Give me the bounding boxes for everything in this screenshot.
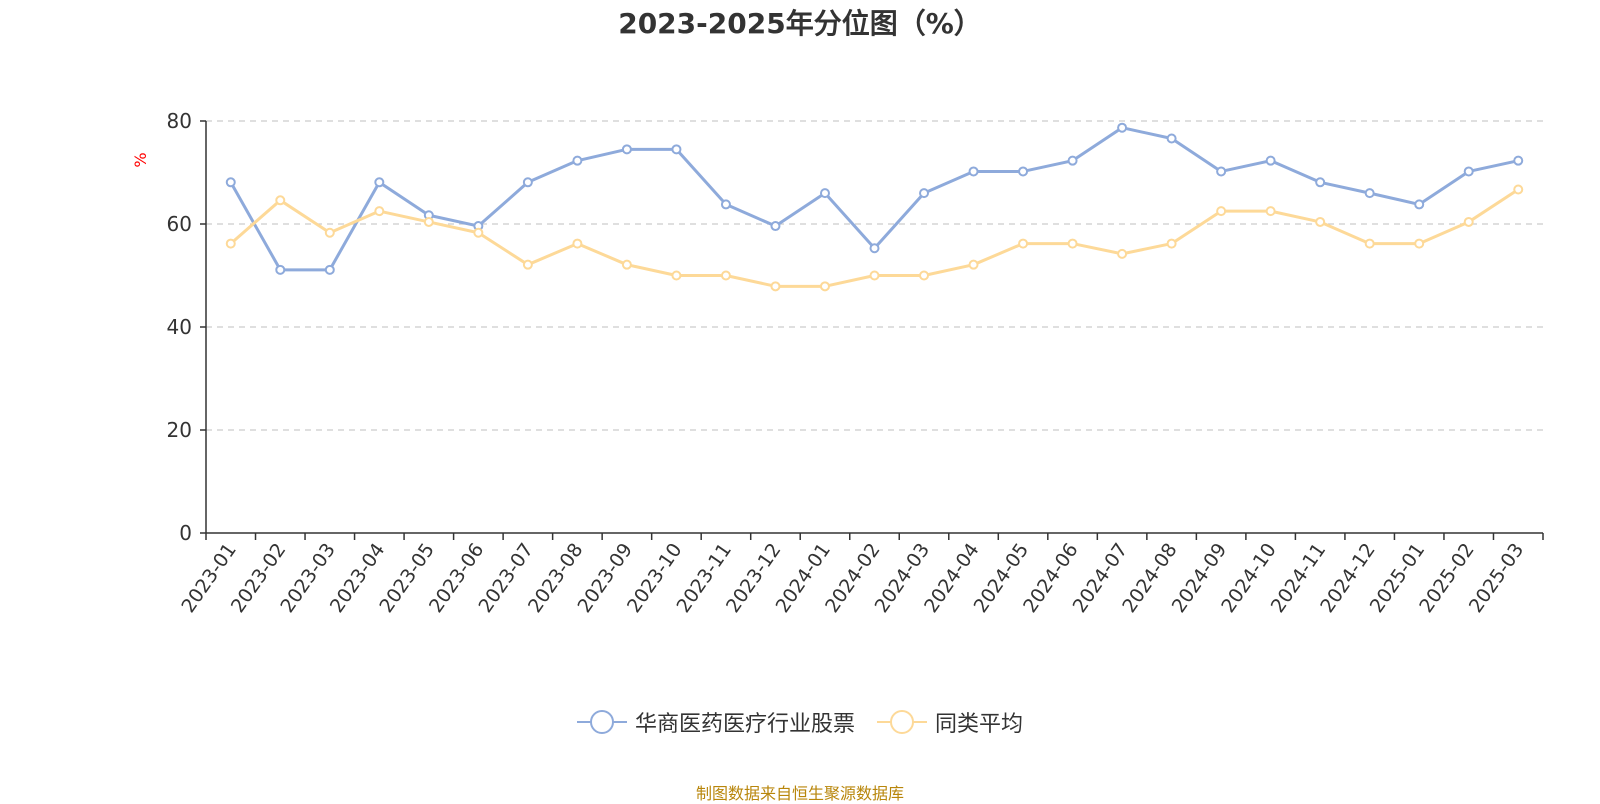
series-2-point[interactable] [623,261,631,269]
series-2-point[interactable] [326,229,334,237]
legend-label-series-1: 华商医药医疗行业股票 [635,706,855,738]
series-2-point[interactable] [1069,240,1077,248]
series-2-point[interactable] [1465,218,1473,226]
series-2-point[interactable] [425,218,433,226]
legend-item-series-1[interactable]: 华商医药医疗行业股票 [577,706,855,738]
series-1-point[interactable] [722,200,730,208]
y-tick-label: 20 [167,418,192,442]
source-note: 制图数据来自恒生聚源数据库 [0,780,1600,804]
series-layer [227,124,1522,291]
series-1-point[interactable] [375,178,383,186]
series-2-point[interactable] [474,229,482,237]
series-2-point[interactable] [524,261,532,269]
series-1-point[interactable] [1069,157,1077,165]
series-2-point[interactable] [920,272,928,280]
series-2-point[interactable] [970,261,978,269]
series-1-point[interactable] [227,178,235,186]
series-1-point[interactable] [1366,189,1374,197]
series-1-point[interactable] [623,145,631,153]
series-2-point[interactable] [1019,240,1027,248]
series-2-point[interactable] [1514,185,1522,193]
series-2-point[interactable] [1366,240,1374,248]
series-1-point[interactable] [1465,167,1473,175]
series-1-point[interactable] [1415,200,1423,208]
series-2-point[interactable] [1168,240,1176,248]
y-tick-label: 0 [179,521,192,545]
y-tick-label: 40 [167,315,192,339]
series-2-point[interactable] [1217,207,1225,215]
legend-label-series-2: 同类平均 [935,706,1023,738]
series-1-point[interactable] [1316,178,1324,186]
series-2-point[interactable] [227,240,235,248]
y-axis-label: % [131,152,150,167]
series-1-point[interactable] [970,167,978,175]
series-2-point[interactable] [1316,218,1324,226]
series-2-point[interactable] [573,240,581,248]
series-2-point[interactable] [821,282,829,290]
y-tick-label: 60 [167,212,192,236]
legend-marker-icon [877,708,927,736]
series-1-point[interactable] [821,189,829,197]
series-2-point[interactable] [375,207,383,215]
series-2-point[interactable] [722,272,730,280]
series-1-point[interactable] [573,157,581,165]
series-2-point[interactable] [1118,250,1126,258]
series-1-point[interactable] [276,266,284,274]
legend: 华商医药医疗行业股票 同类平均 [0,706,1600,738]
series-1-point[interactable] [524,178,532,186]
series-1-point[interactable] [1019,167,1027,175]
series-2-point[interactable] [276,196,284,204]
series-1-point[interactable] [1217,167,1225,175]
series-2-point[interactable] [871,272,879,280]
series-1-point[interactable] [672,145,680,153]
series-1-point[interactable] [871,244,879,252]
series-2-point[interactable] [1267,207,1275,215]
series-1-point[interactable] [1118,124,1126,132]
series-1-point[interactable] [326,266,334,274]
series-2-point[interactable] [1415,240,1423,248]
legend-item-series-2[interactable]: 同类平均 [877,706,1023,738]
series-1-point[interactable] [1514,157,1522,165]
series-1-point[interactable] [771,222,779,230]
y-tick-label: 80 [167,109,192,133]
series-2-point[interactable] [672,272,680,280]
series-1-point[interactable] [1168,135,1176,143]
series-2-point[interactable] [771,282,779,290]
series-1-point[interactable] [920,189,928,197]
legend-marker-icon [577,708,627,736]
series-1-point[interactable] [1267,157,1275,165]
